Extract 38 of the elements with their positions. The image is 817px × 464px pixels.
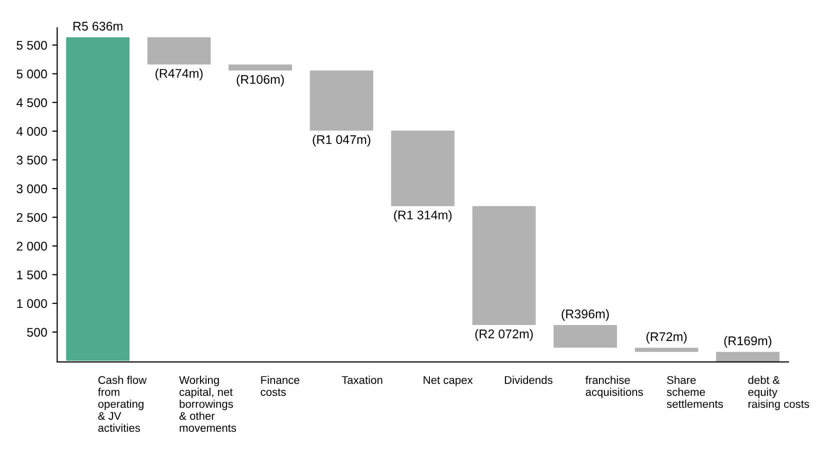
x-tick-label: Working capital, net borrowings & other movements xyxy=(179,376,236,432)
x-tick-label: Finance costs xyxy=(260,376,300,396)
bar xyxy=(634,348,698,352)
y-tick-label: 5 500 xyxy=(16,40,47,50)
bar xyxy=(310,70,374,131)
y-tick-label: 3 000 xyxy=(16,184,47,194)
x-tick-label: franchise acquisitions xyxy=(585,376,643,398)
x-tick-label: Dividends xyxy=(504,376,552,384)
data-label: R5 636m xyxy=(73,22,122,31)
x-tick-label: Taxation xyxy=(342,376,382,384)
y-tick-label: 1 000 xyxy=(17,299,47,308)
data-label: (R169m) xyxy=(724,336,772,348)
data-label: (R72m) xyxy=(646,332,687,344)
data-label: (R2 072m) xyxy=(475,329,533,341)
y-tick-label: 2 000 xyxy=(16,242,47,251)
data-label: (R106m) xyxy=(236,74,284,86)
y-tick-label: 1 500 xyxy=(17,270,47,280)
data-label: (R1 047m) xyxy=(312,134,370,146)
y-tick-label: 500 xyxy=(27,328,47,337)
bar xyxy=(716,352,780,362)
y-tick-label: 2 500 xyxy=(16,213,47,222)
y-tick-label: 4 000 xyxy=(16,126,47,136)
bar xyxy=(147,37,211,64)
bar xyxy=(228,64,292,71)
bar xyxy=(66,37,130,361)
data-label: (R1 314m) xyxy=(394,210,452,222)
data-label: (R396m) xyxy=(562,309,609,321)
x-tick-label: Net capex xyxy=(424,376,473,386)
data-label: (R474m) xyxy=(156,68,203,80)
bar xyxy=(554,325,617,348)
y-tick-label: 5 000 xyxy=(16,70,47,78)
x-tick-label: Cash flow from operating & JV activities xyxy=(98,376,147,432)
bar xyxy=(391,130,454,206)
x-tick-label: Share scheme settlements xyxy=(666,376,723,408)
x-tick-label: debt & equity raising costs xyxy=(748,376,810,410)
y-tick-label: 3 500 xyxy=(16,156,47,165)
y-tick-label: 4 500 xyxy=(16,98,47,108)
bar xyxy=(472,206,536,326)
